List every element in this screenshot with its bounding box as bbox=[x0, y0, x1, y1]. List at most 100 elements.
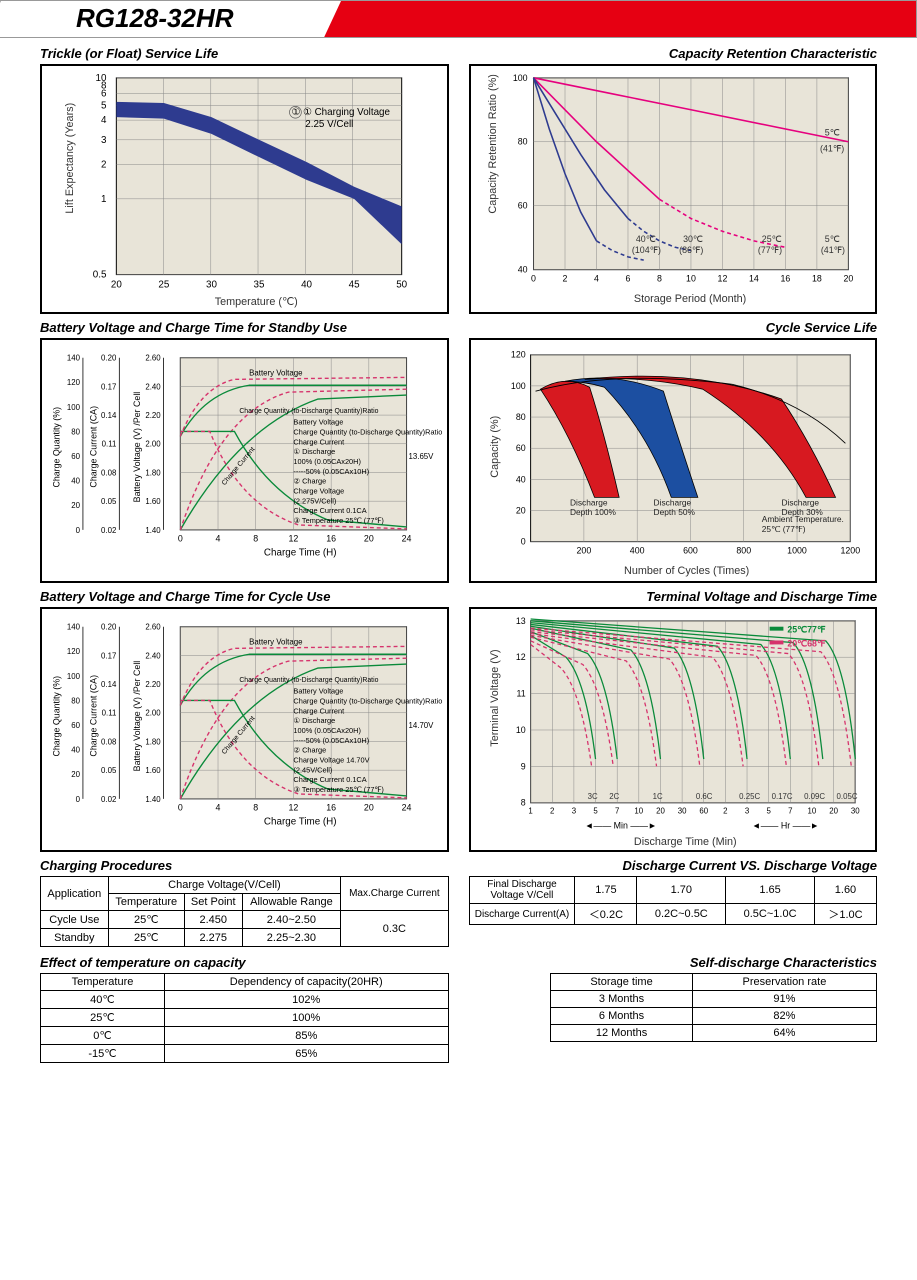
svg-text:20: 20 bbox=[364, 534, 374, 544]
svg-text:5℃: 5℃ bbox=[824, 127, 839, 137]
svg-text:0.20: 0.20 bbox=[101, 623, 117, 632]
temp-effect-table: TemperatureDependency of capacity(20HR)4… bbox=[40, 973, 449, 1063]
svg-text:60: 60 bbox=[699, 807, 708, 816]
charging-proc-title: Charging Procedures bbox=[40, 858, 449, 873]
svg-text:8: 8 bbox=[253, 803, 258, 813]
svg-text:1.40: 1.40 bbox=[145, 795, 161, 804]
svg-text:② Charge: ② Charge bbox=[293, 746, 326, 755]
svg-text:1C: 1C bbox=[652, 792, 662, 801]
svg-text:20: 20 bbox=[656, 807, 665, 816]
svg-text:4: 4 bbox=[216, 803, 221, 813]
svg-text:1.80: 1.80 bbox=[145, 468, 161, 477]
svg-text:0.02: 0.02 bbox=[101, 795, 116, 804]
svg-text:40℃: 40℃ bbox=[635, 234, 655, 244]
retention-chart: 40℃(104℉)30℃(86℉)25℃(77℉)5℃(41℉)5℃(41℉) … bbox=[469, 64, 878, 314]
svg-text:8: 8 bbox=[253, 534, 258, 544]
svg-text:0.11: 0.11 bbox=[102, 709, 117, 718]
svg-text:40: 40 bbox=[71, 746, 80, 755]
svg-text:60: 60 bbox=[517, 201, 527, 211]
svg-text:20℃68℉: 20℃68℉ bbox=[787, 638, 826, 648]
svg-text:(41℉): (41℉) bbox=[820, 245, 844, 255]
svg-text:(104℉): (104℉) bbox=[631, 245, 660, 255]
svg-text:② Charge: ② Charge bbox=[293, 477, 326, 486]
svg-text:Charge Quantity (%): Charge Quantity (%) bbox=[51, 676, 61, 757]
svg-text:Discharge: Discharge bbox=[781, 497, 819, 507]
svg-text:0: 0 bbox=[520, 537, 525, 547]
svg-text:100: 100 bbox=[512, 73, 527, 83]
svg-text:10: 10 bbox=[515, 725, 525, 735]
svg-text:12: 12 bbox=[289, 534, 299, 544]
svg-text:60: 60 bbox=[71, 721, 80, 730]
svg-text:0.5: 0.5 bbox=[93, 270, 107, 281]
svg-text:2.40: 2.40 bbox=[145, 651, 161, 660]
svg-text:Charge Current (CA): Charge Current (CA) bbox=[89, 406, 99, 488]
svg-text:20: 20 bbox=[71, 501, 80, 510]
model-title: RG128-32HR bbox=[76, 3, 234, 34]
svg-text:2.25 V/Cell: 2.25 V/Cell bbox=[305, 119, 353, 130]
svg-text:600: 600 bbox=[683, 545, 698, 555]
svg-text:5: 5 bbox=[766, 807, 771, 816]
svg-text:10: 10 bbox=[634, 807, 643, 816]
svg-text:13.65V: 13.65V bbox=[409, 452, 435, 461]
svg-text:45: 45 bbox=[349, 279, 360, 290]
svg-text:5: 5 bbox=[593, 807, 598, 816]
svg-text:20: 20 bbox=[829, 807, 838, 816]
svg-text:80: 80 bbox=[515, 412, 525, 422]
trickle-chart: ① ① Charging Voltage 2.25 V/Cell 0.51234… bbox=[40, 64, 449, 314]
svg-text:14: 14 bbox=[749, 273, 759, 283]
svg-text:800: 800 bbox=[736, 545, 751, 555]
svg-text:Terminal Voltage (V): Terminal Voltage (V) bbox=[489, 649, 501, 746]
svg-text:400: 400 bbox=[629, 545, 644, 555]
svg-text:60: 60 bbox=[515, 443, 525, 453]
svg-text:2: 2 bbox=[562, 273, 567, 283]
svg-text:2.00: 2.00 bbox=[145, 440, 161, 449]
cycle-life-title: Cycle Service Life bbox=[469, 320, 878, 335]
svg-text:30: 30 bbox=[206, 279, 217, 290]
svg-text:Battery Voltage: Battery Voltage bbox=[249, 637, 303, 646]
svg-text:0.08: 0.08 bbox=[101, 737, 117, 746]
svg-text:Ambient Temperature.: Ambient Temperature. bbox=[761, 514, 843, 524]
svg-text:Charge Current 0.1CA: Charge Current 0.1CA bbox=[293, 775, 366, 784]
svg-text:0.05: 0.05 bbox=[101, 766, 117, 775]
cycle-charge-title: Battery Voltage and Charge Time for Cycl… bbox=[40, 589, 449, 604]
svg-text:③ Temperature 25℃ (77℉): ③ Temperature 25℃ (77℉) bbox=[293, 516, 383, 525]
svg-text:12: 12 bbox=[717, 273, 727, 283]
svg-text:③ Temperature 25℃ (77℉): ③ Temperature 25℃ (77℉) bbox=[293, 785, 383, 794]
svg-text:0.11: 0.11 bbox=[102, 440, 117, 449]
svg-text:100: 100 bbox=[510, 381, 525, 391]
svg-text:12: 12 bbox=[289, 803, 299, 813]
svg-text:40: 40 bbox=[71, 477, 80, 486]
svg-text:Charge Voltage 14.70V: Charge Voltage 14.70V bbox=[293, 755, 369, 764]
svg-text:30: 30 bbox=[677, 807, 686, 816]
svg-text:Depth 100%: Depth 100% bbox=[569, 507, 616, 517]
svg-text:10: 10 bbox=[686, 273, 696, 283]
svg-text:12: 12 bbox=[515, 652, 525, 662]
svg-text:10: 10 bbox=[807, 807, 816, 816]
svg-text:25: 25 bbox=[158, 279, 169, 290]
svg-text:Depth 50%: Depth 50% bbox=[653, 507, 695, 517]
svg-text:Charge Time (H): Charge Time (H) bbox=[264, 547, 337, 558]
svg-text:30℃: 30℃ bbox=[683, 234, 703, 244]
svg-text:4: 4 bbox=[101, 115, 107, 126]
svg-text:100: 100 bbox=[67, 672, 81, 681]
svg-text:2.20: 2.20 bbox=[145, 680, 161, 689]
temp-effect-title: Effect of temperature on capacity bbox=[40, 955, 449, 970]
svg-text:2.00: 2.00 bbox=[145, 709, 161, 718]
svg-text:5: 5 bbox=[101, 100, 107, 111]
svg-text:10: 10 bbox=[96, 73, 107, 84]
svg-text:Battery Voltage (V) /Per Cell: Battery Voltage (V) /Per Cell bbox=[132, 392, 142, 503]
svg-text:1: 1 bbox=[101, 194, 106, 205]
svg-text:0: 0 bbox=[76, 526, 81, 535]
svg-text:0: 0 bbox=[178, 803, 183, 813]
svg-text:18: 18 bbox=[811, 273, 821, 283]
svg-text:3C: 3C bbox=[587, 792, 597, 801]
svg-text:7: 7 bbox=[614, 807, 618, 816]
svg-text:Charge Quantity (%): Charge Quantity (%) bbox=[51, 407, 61, 488]
svg-text:0: 0 bbox=[76, 795, 81, 804]
svg-text:-----50% (0.05CAx10H): -----50% (0.05CAx10H) bbox=[293, 736, 369, 745]
svg-text:25℃: 25℃ bbox=[761, 234, 781, 244]
self-discharge-title: Self-discharge Characteristics bbox=[469, 955, 878, 970]
svg-text:20: 20 bbox=[111, 279, 122, 290]
svg-text:0.02: 0.02 bbox=[101, 526, 116, 535]
svg-text:0.25C: 0.25C bbox=[739, 792, 760, 801]
